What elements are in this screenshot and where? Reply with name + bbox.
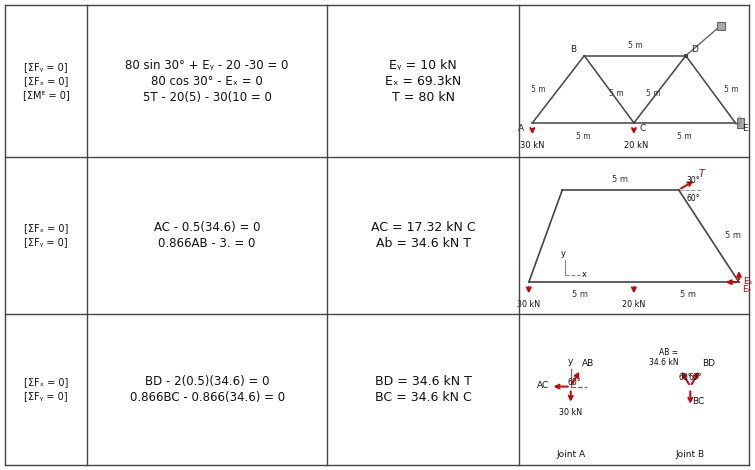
Text: 5 m: 5 m	[576, 132, 590, 141]
Text: 5 m: 5 m	[612, 175, 628, 184]
Text: [ΣMᴱ = 0]: [ΣMᴱ = 0]	[23, 90, 69, 100]
Text: BC: BC	[692, 397, 704, 406]
Bar	[738, 118, 744, 128]
Text: 20 kN: 20 kN	[622, 300, 646, 309]
Text: BD = 34.6 kN T: BD = 34.6 kN T	[374, 375, 472, 388]
Text: A: A	[518, 124, 524, 133]
Text: 20 kN: 20 kN	[624, 141, 648, 150]
Text: 5T - 20(5) - 30(10 = 0: 5T - 20(5) - 30(10 = 0	[143, 91, 272, 103]
Text: 5 m: 5 m	[646, 89, 661, 98]
Text: Eₓ: Eₓ	[743, 277, 753, 286]
Text: T = 80 kN: T = 80 kN	[392, 91, 455, 103]
Text: [ΣFᵧ = 0]: [ΣFᵧ = 0]	[24, 62, 68, 72]
Text: 5 m: 5 m	[609, 89, 623, 98]
Text: 0.866BC - 0.866(34.6) = 0: 0.866BC - 0.866(34.6) = 0	[130, 391, 285, 404]
Text: 60°: 60°	[686, 194, 700, 203]
Text: 5 m: 5 m	[627, 41, 643, 50]
Text: 30 kN: 30 kN	[559, 407, 582, 416]
Text: 5 m: 5 m	[677, 132, 692, 141]
Text: AB: AB	[581, 359, 594, 368]
Text: BD - 2(0.5)(34.6) = 0: BD - 2(0.5)(34.6) = 0	[145, 375, 270, 388]
Text: 60°: 60°	[689, 373, 702, 382]
Text: y: y	[568, 357, 573, 366]
Text: Ab = 34.6 kN T: Ab = 34.6 kN T	[376, 237, 471, 250]
Bar	[684, 54, 687, 57]
Text: [ΣFᵧ = 0]: [ΣFᵧ = 0]	[24, 237, 68, 248]
Text: B: B	[570, 46, 576, 55]
Text: AC: AC	[537, 381, 549, 390]
Text: [ΣFₓ = 0]: [ΣFₓ = 0]	[23, 76, 68, 86]
Text: 80 cos 30° - Eₓ = 0: 80 cos 30° - Eₓ = 0	[151, 75, 263, 87]
Text: 5 m: 5 m	[531, 85, 545, 94]
Text: 80 sin 30° + Eᵧ - 20 -30 = 0: 80 sin 30° + Eᵧ - 20 -30 = 0	[125, 58, 289, 71]
Text: y: y	[561, 249, 566, 258]
Text: BD: BD	[702, 359, 715, 368]
Text: T: T	[699, 169, 705, 179]
Text: AB =
34.6 kN: AB = 34.6 kN	[649, 348, 678, 367]
Text: [ΣFₓ = 0]: [ΣFₓ = 0]	[23, 377, 68, 387]
Text: Eₓ = 69.3kN: Eₓ = 69.3kN	[385, 75, 461, 87]
Text: Joint B: Joint B	[676, 450, 705, 459]
Text: 30 kN: 30 kN	[517, 300, 541, 309]
Text: x: x	[581, 270, 587, 279]
Text: 30 kN: 30 kN	[520, 141, 544, 150]
Text: E: E	[741, 124, 747, 133]
Text: Eᵧ = 10 kN: Eᵧ = 10 kN	[390, 58, 457, 71]
Text: 5 m: 5 m	[723, 85, 738, 94]
Text: 0.866AB - 3. = 0: 0.866AB - 3. = 0	[159, 237, 256, 250]
Text: 60°: 60°	[679, 373, 692, 382]
Text: Joint A: Joint A	[556, 450, 585, 459]
Text: AC - 0.5(34.6) = 0: AC - 0.5(34.6) = 0	[154, 221, 260, 234]
Text: D: D	[692, 46, 698, 55]
Text: C: C	[639, 124, 646, 133]
Polygon shape	[716, 22, 725, 30]
Text: [ΣFᵧ = 0]: [ΣFᵧ = 0]	[24, 392, 68, 401]
Text: Eᵧ: Eᵧ	[742, 285, 751, 294]
Text: 5 m: 5 m	[680, 290, 695, 298]
Text: BC = 34.6 kN C: BC = 34.6 kN C	[375, 391, 472, 404]
Text: AC = 17.32 kN C: AC = 17.32 kN C	[371, 221, 476, 234]
Text: 60°: 60°	[568, 378, 581, 387]
Text: 30°: 30°	[686, 176, 700, 185]
Text: [ΣFₓ = 0]: [ΣFₓ = 0]	[23, 224, 68, 234]
Text: 5 m: 5 m	[572, 290, 588, 298]
Text: 5 m: 5 m	[726, 232, 741, 241]
